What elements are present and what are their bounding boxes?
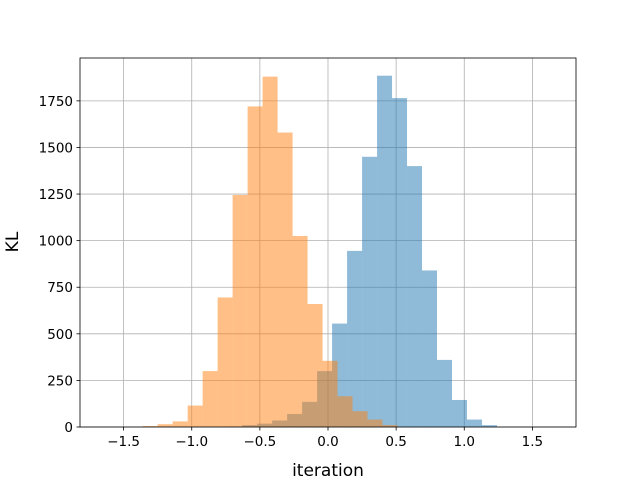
- histogram-bar-series-1: [407, 166, 423, 427]
- histogram-bar-series-2: [337, 396, 353, 427]
- histogram-bar-series-2: [292, 235, 308, 427]
- histogram-bar-series-1: [392, 98, 408, 428]
- histogram-bar-series-1: [377, 75, 393, 428]
- histogram-bar-series-2: [217, 297, 233, 427]
- histogram-bar-series-1: [422, 270, 438, 427]
- histogram-bar-series-2: [277, 132, 293, 427]
- histogram-bar-series-2: [202, 371, 218, 427]
- histogram-bar-series-2: [142, 426, 158, 427]
- x-tick-label: 0.0: [317, 434, 338, 450]
- histogram-bar-series-2: [382, 425, 398, 427]
- histogram-bar-series-2: [352, 411, 368, 427]
- y-tick-label: 1250: [39, 187, 73, 203]
- histogram-bar-series-2: [247, 106, 263, 428]
- histogram-bar-series-2: [187, 405, 203, 427]
- y-tick-label: 500: [47, 327, 73, 343]
- histogram-bar-series-1: [466, 419, 482, 427]
- x-tick-label: 0.5: [385, 434, 406, 450]
- y-tick-label: 1000: [39, 234, 73, 250]
- histogram-bar-series-1: [481, 425, 497, 427]
- y-tick-label: 1750: [39, 94, 73, 110]
- x-tick-label: −1.5: [107, 434, 140, 450]
- y-tick-label: 0: [64, 420, 73, 436]
- histogram-bar-series-1: [452, 399, 467, 427]
- histogram-bar-series-1: [362, 156, 378, 428]
- histogram-bar-series-1: [347, 250, 363, 427]
- histogram-bar-series-2: [322, 360, 338, 427]
- x-axis-label: iteration: [292, 461, 364, 480]
- x-tick-label: −0.5: [243, 434, 276, 450]
- x-axis-ticks: −1.5 −1.0 −0.5 0.0 0.5 1.0 1.5: [107, 427, 543, 450]
- x-tick-label: 1.5: [522, 434, 543, 450]
- histogram-bar-series-2: [262, 76, 278, 428]
- histogram-bar-series-1: [437, 359, 452, 427]
- y-axis-label: KL: [3, 231, 23, 252]
- histogram-bar-series-2: [307, 304, 323, 427]
- histogram-bar-series-2: [172, 421, 188, 427]
- histogram-bar-series-2: [367, 419, 383, 427]
- y-tick-label: 1500: [39, 140, 73, 156]
- y-axis-ticks: 0 250 500 750 1000 1250 1500 1750: [39, 94, 80, 436]
- y-tick-label: 250: [47, 373, 73, 389]
- x-tick-label: −1.0: [175, 434, 208, 450]
- histogram-bar-series-2: [232, 194, 248, 427]
- x-tick-label: 1.0: [454, 434, 475, 450]
- histogram-bars: [142, 75, 497, 428]
- histogram-bar-series-2: [157, 424, 173, 427]
- y-tick-label: 750: [47, 280, 73, 296]
